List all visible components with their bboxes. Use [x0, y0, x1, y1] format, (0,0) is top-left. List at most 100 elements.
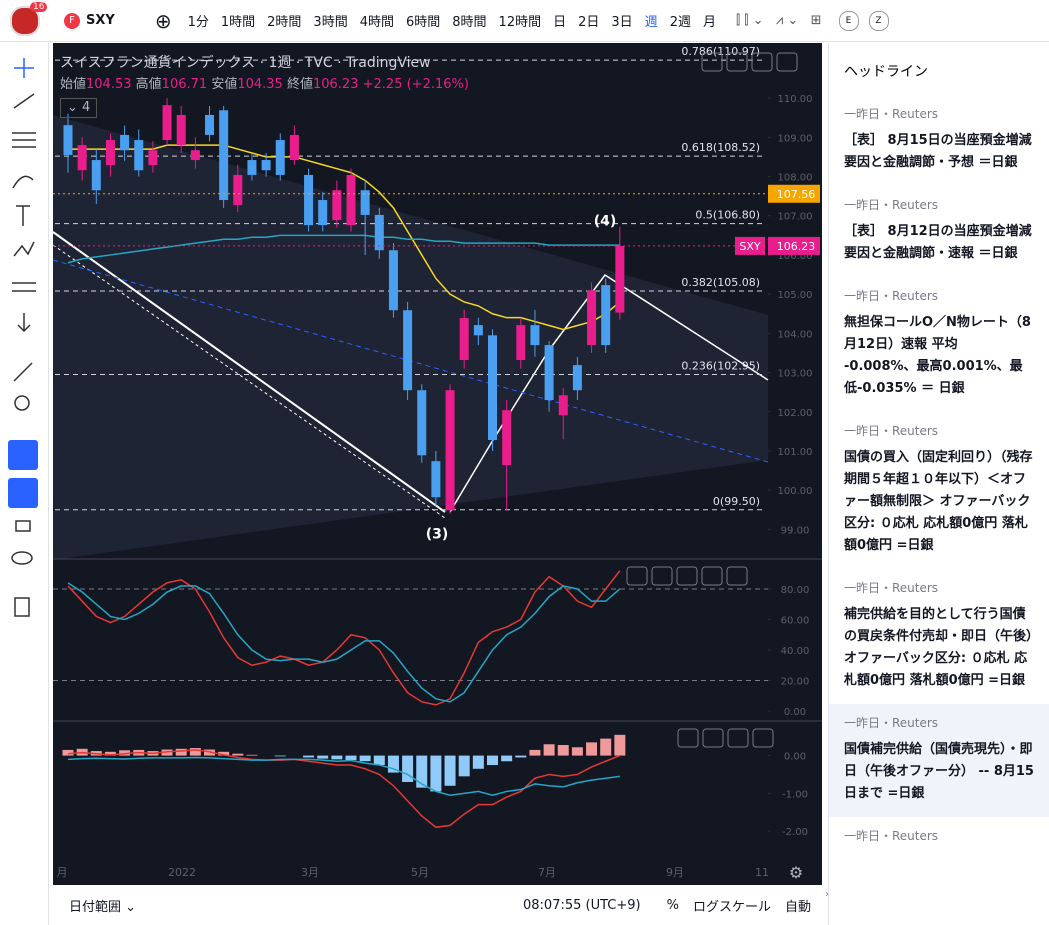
tools[interactable]: [8, 58, 38, 617]
histogram-bar: [373, 755, 385, 766]
y-tick-label: 103.00: [778, 369, 813, 380]
candle-body: [346, 174, 356, 226]
label: 終値: [286, 77, 313, 92]
candle-body: [516, 325, 526, 361]
candle-body: [572, 365, 582, 391]
symbol-tag-bg: [735, 236, 765, 255]
auto[interactable]: 自動: [784, 899, 811, 915]
pane-button[interactable]: [776, 52, 798, 72]
fib-label: 0.382(105.08): [681, 276, 760, 289]
candle-body: [304, 174, 314, 226]
candle-body: [587, 290, 597, 346]
y-tick-label: 109.00: [778, 133, 813, 144]
interval[interactable]: 2週: [669, 15, 691, 30]
bottom-bar: 日付範囲 ⌄ 08:07:55 (UTC+9) % ログスケール 自動: [53, 885, 823, 925]
fib-label: 0.236(102.95): [681, 360, 760, 373]
candle-body: [403, 310, 413, 391]
interval[interactable]: 2時間: [267, 15, 302, 30]
news-item[interactable]: 一昨日・Reuters ［表］ 8月15日の当座預金増減要因と金融調節・予想 ＝日…: [829, 95, 1049, 186]
news-source: 一昨日・Reuters: [844, 107, 939, 121]
interval[interactable]: 3時間: [313, 15, 348, 30]
y-tick-label: 110.00: [778, 94, 813, 105]
candle-body: [134, 140, 144, 171]
histogram-bar: [571, 747, 583, 756]
pane-button[interactable]: [677, 728, 699, 748]
settings[interactable]: ⚙: [789, 863, 803, 882]
histogram-bar: [529, 749, 541, 756]
icon[interactable]: Z: [868, 10, 889, 31]
pane-button[interactable]: [726, 566, 748, 586]
interval[interactable]: 8時間: [452, 15, 487, 30]
news-item[interactable]: 一昨日・Reuters 国債の買入（固定利回り）（残存期間５年超１０年以下）＜オフ…: [829, 412, 1049, 569]
news-item[interactable]: 一昨日・Reuters 国債補完供給（国債売現先）・即日（午後オファー分） -- …: [829, 704, 1049, 817]
indicator-toggle[interactable]: ⌄ 4: [60, 98, 98, 118]
interval[interactable]: 2日: [578, 15, 600, 30]
interval[interactable]: 週: [644, 15, 658, 30]
badge: 16: [30, 1, 48, 12]
line-series: [67, 234, 620, 264]
y-tick-label: 101.00: [778, 447, 813, 458]
y-tick-label: 100.00: [778, 486, 813, 497]
change: +2.25: [362, 77, 403, 92]
chart-style[interactable]: ⫿ ⫿ ⌄ ⩘ ⌄ ⊞: [735, 13, 822, 28]
y-tick-label: 20.00: [781, 676, 810, 687]
interval[interactable]: 4時間: [359, 15, 394, 30]
fib-label: 0(99.50): [713, 495, 760, 508]
pane-button[interactable]: [651, 566, 673, 586]
interval[interactable]: 日: [553, 15, 567, 30]
interval[interactable]: 1分: [187, 15, 209, 30]
interval[interactable]: 3日: [611, 15, 633, 30]
price-tag: 107.56: [777, 188, 816, 201]
icon[interactable]: E: [838, 10, 859, 31]
candle-body: [544, 345, 554, 400]
candle-body: [374, 214, 384, 251]
pane-button[interactable]: [727, 728, 749, 748]
candle-body: [91, 160, 101, 191]
news-item[interactable]: 一昨日・Reuters 無担保コールO／N物レート（8月12日）速報 平均 -0.…: [829, 277, 1049, 412]
candle-body: [233, 174, 243, 206]
news-list: 一昨日・Reuters ［表］ 8月15日の当座預金増減要因と金融調節・予想 ＝日…: [829, 95, 1049, 864]
histogram-bar: [515, 755, 527, 758]
interval[interactable]: 6時間: [405, 15, 441, 30]
interval[interactable]: 月: [702, 15, 716, 30]
histogram-bar: [416, 755, 428, 788]
fib-label: 0.5(106.80): [695, 209, 760, 222]
candle-body: [318, 200, 328, 226]
news-source: 一昨日・Reuters: [844, 289, 939, 303]
news-item[interactable]: 一昨日・Reuters ［表］ 8月12日の当座預金増減要因と金融調節・速報 ＝日…: [829, 186, 1049, 277]
pane-button[interactable]: [752, 728, 774, 748]
log-scale[interactable]: ログスケール: [692, 899, 771, 915]
value: 106.71: [161, 77, 208, 92]
histogram-bar: [331, 755, 343, 760]
candle-body: [473, 325, 483, 336]
candle-body: [615, 245, 625, 313]
chart: 99.00 100.00 101.00 102.00 103.00 104.00 105.0…: [52, 43, 828, 900]
news-source: 一昨日・Reuters: [844, 424, 939, 438]
symbol[interactable]: SXY: [86, 13, 115, 28]
clock: 08:07:55 (UTC+9): [523, 897, 641, 913]
news-item[interactable]: 一昨日・Reuters 補完供給を目的として行う国債の買戻条件付売却・即日（午後）…: [829, 569, 1049, 704]
add-button[interactable]: ⊕: [154, 8, 172, 33]
pane-button[interactable]: [701, 52, 723, 72]
interval[interactable]: 12時間: [498, 15, 542, 30]
news-source: 一昨日・Reuters: [844, 829, 939, 843]
pane-button[interactable]: [726, 52, 748, 72]
pane-button[interactable]: [626, 566, 648, 586]
candle-body: [360, 190, 370, 215]
news-item[interactable]: 一昨日・Reuters: [829, 817, 1049, 864]
news-source: 一昨日・Reuters: [844, 716, 939, 730]
histogram-bar: [557, 745, 569, 756]
pane-button[interactable]: [751, 52, 773, 72]
percent[interactable]: %: [666, 897, 679, 913]
pane-button[interactable]: [701, 566, 723, 586]
histogram-bar: [345, 755, 357, 761]
time-label: 9月: [666, 866, 684, 879]
pane-button[interactable]: [676, 566, 698, 586]
avatar[interactable]: 16: [10, 1, 48, 36]
date-range[interactable]: 日付範囲 ⌄: [69, 899, 137, 915]
intervals: 1分 1時間 2時間 3時間 4時間 6時間 8時間 12時間日 2日 3日週 2週月: [182, 11, 722, 30]
wave-label: (3): [426, 527, 449, 543]
pane-button[interactable]: [702, 728, 724, 748]
interval[interactable]: 1時間: [220, 15, 256, 30]
time-label: 月: [57, 866, 68, 879]
